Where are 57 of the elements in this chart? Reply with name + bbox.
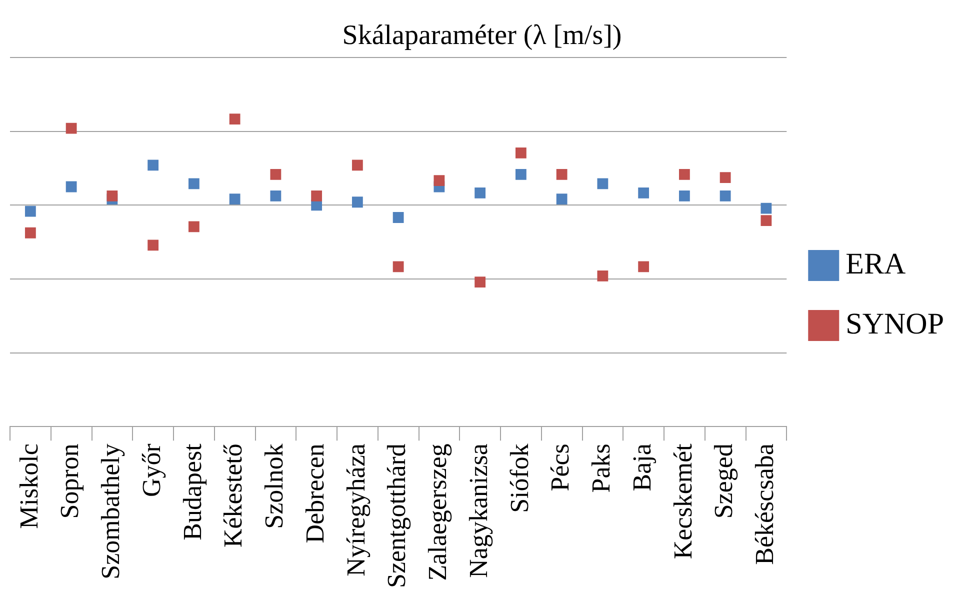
x-tick-label: Szolnok [260,444,289,529]
point [515,147,526,158]
point [556,194,568,204]
x-tick-label: Miskolc [14,444,44,529]
point [434,175,445,186]
point [148,160,159,171]
point [638,187,650,198]
x-tick-label: Paks [586,444,616,493]
point [66,122,77,134]
legend-label: SYNOP [846,307,944,340]
point [270,169,282,180]
point [24,227,36,238]
point [188,178,200,190]
point [188,221,200,232]
point [311,190,322,202]
point [106,190,118,202]
point [392,212,404,223]
legend-label: ERA [846,247,906,280]
point [66,181,77,192]
x-tick-label: Nyíregyháza [341,443,370,576]
point [229,114,240,125]
x-tick-label: Szombathely [96,444,126,580]
x-tick-label: Szentgotthárd [382,444,412,588]
x-tick-label: Zalaegerszeg [423,444,452,581]
x-tick-label: Sopron [55,444,84,519]
x-tick-label: Baja [627,443,656,492]
point [24,206,36,217]
point [352,160,363,171]
point [597,270,608,282]
point [352,196,363,208]
x-tick-label: Szeged [709,444,738,519]
point [148,240,159,251]
x-tick-label: Nagykanizsa [464,443,493,578]
point [638,261,650,272]
point [597,178,608,190]
point [760,215,772,226]
x-tick-label: Siófok [504,444,534,513]
point [392,261,404,272]
point [556,169,568,180]
point [474,187,486,198]
chart-title: Skálaparaméter (λ [m/s]) [342,20,622,52]
point [515,169,526,180]
point [270,190,282,202]
point [474,276,486,288]
point [678,190,690,202]
point [720,172,731,183]
x-tick-label: Kecskemét [668,442,698,560]
x-tick-label: Győr [136,443,166,498]
x-tick-label: Debrecen [300,444,330,544]
x-tick-label: Kékestető [218,444,248,548]
point [229,194,240,204]
x-tick-label: Pécs [546,444,575,492]
point [678,169,690,180]
x-tick-label: Budapest [178,442,207,540]
x-tick-label: Békéscsaba [750,443,780,565]
point [720,190,731,202]
point [760,202,772,214]
